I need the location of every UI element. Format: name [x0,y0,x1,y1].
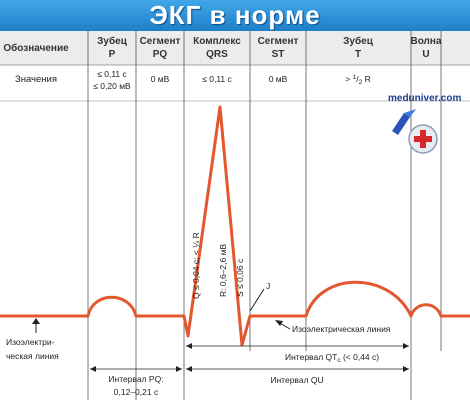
ecg-diagram: Обозначение Зубец P Сегмент PQ Комплекс … [0,31,470,400]
value-qrs: ≤ 0,11 с [202,74,232,84]
header-t-wave-line2: T [355,49,361,60]
q-wave-annotation: Q ≤ 0,04 с; < ¼ R [191,232,201,299]
header-qrs-line1: Комплекс [193,36,241,47]
medical-cross-icon [392,109,438,154]
pq-interval-label-line1: Интервал PQ: [108,374,163,384]
ecg-trace [0,105,470,347]
logo-text: meduniver.com [388,93,461,104]
header-p-wave-line1: Зубец [97,35,128,47]
value-t: > 1/2 R [345,74,370,86]
meduniver-logo: meduniver.com [388,93,461,154]
arrowhead [176,366,182,372]
value-st: 0 мВ [269,74,288,84]
qt-interval-label: Интервал QTc (< 0,44 с) [285,352,379,364]
qu-interval-label: Интервал QU [270,375,323,385]
header-st-segment-line1: Сегмент [258,36,299,47]
isoelectric-left-line2: ческая линия [6,351,59,361]
header-t-wave-line1: Зубец [343,35,374,47]
value-pq: 0 мВ [151,74,170,84]
j-point-pointer [249,288,265,312]
header-pq-segment-line2: PQ [153,49,168,60]
pq-interval-label-line2: 0,12–0,21 с [114,387,159,397]
header-u-wave-line2: U [422,49,429,60]
header-p-wave-line2: P [109,49,116,60]
header-pq-segment-line1: Сегмент [140,36,181,47]
header-u-wave-line1: Волна [410,36,441,47]
j-point-label: J [266,281,270,291]
header-qrs-line2: QRS [206,49,228,60]
r-wave-annotation: R: 0,6–2,6 мВ [218,244,228,297]
page-title: ЭКГ в норме [149,0,321,30]
arrowhead [90,366,96,372]
column-lines [87,31,442,400]
arrowhead [403,343,409,349]
arrowhead [275,320,283,326]
header-designation: Обозначение [3,42,69,54]
isoelectric-right-label: Изоэлектрическая линия [292,324,391,334]
isoelectric-left-line1: Изоэлектри- [6,337,55,347]
s-wave-annotation: S ≤ 0,06 с [235,258,245,297]
arrowhead [186,343,192,349]
value-p-amplitude: ≤ 0,20 мВ [93,81,131,91]
arrowhead [32,318,40,324]
title-bar: ЭКГ в норме [0,0,470,31]
values-label: Значения [15,74,57,85]
arrowhead [403,366,409,372]
header-row [0,31,470,65]
header-st-segment-line2: ST [272,49,285,60]
value-p-duration: ≤ 0,11 с [97,69,127,79]
arrowhead [186,366,192,372]
